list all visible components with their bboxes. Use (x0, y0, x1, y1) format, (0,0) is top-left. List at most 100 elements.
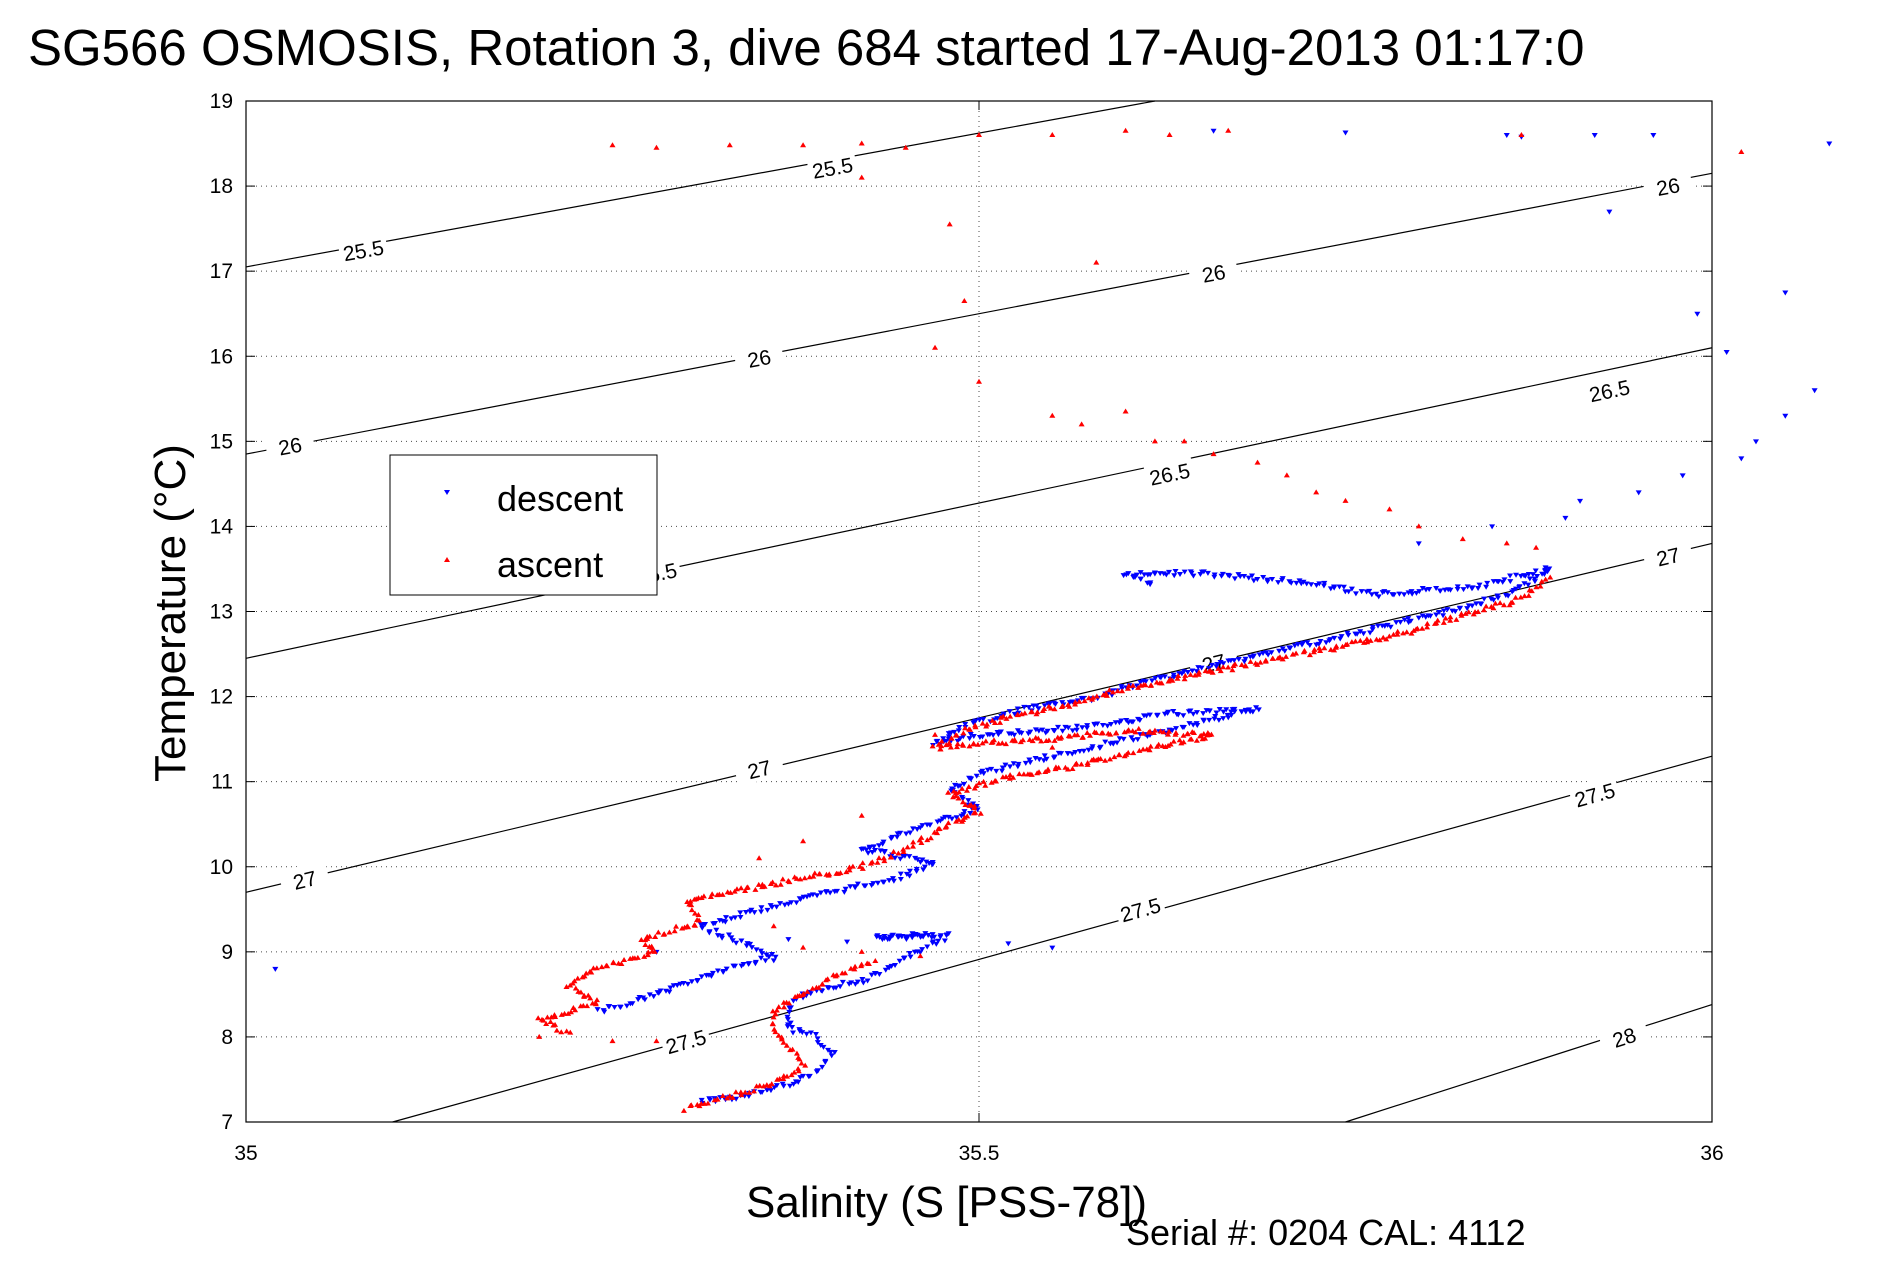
ascent-point (1174, 675, 1181, 681)
descent-point (1478, 601, 1485, 607)
descent-point (1483, 584, 1490, 590)
ascent-point (769, 879, 776, 885)
descent-point (903, 937, 910, 943)
descent-point (920, 934, 927, 940)
descent-point (839, 979, 846, 985)
ascent-point (959, 741, 966, 747)
ascent-point (1254, 459, 1261, 465)
descent-point (1490, 579, 1497, 585)
ascent-point (859, 865, 866, 871)
descent-point (1542, 565, 1549, 571)
y-axis-label: Temperature (°C) (146, 444, 195, 782)
ascent-point (1072, 699, 1079, 705)
ascent-point (583, 970, 590, 976)
ascent-point (1009, 737, 1016, 743)
ascent-point (1043, 737, 1050, 743)
descent-point (1507, 579, 1514, 585)
ascent-point (1064, 766, 1071, 772)
ascent-point (956, 789, 963, 795)
descent-point (1006, 731, 1013, 737)
descent-point (935, 938, 942, 944)
ascent-point (1202, 735, 1209, 741)
descent-point (753, 947, 760, 953)
ascent-point (1049, 132, 1056, 138)
ascent-point (714, 1096, 721, 1102)
descent-point (1197, 571, 1204, 577)
ascent-point (1167, 741, 1174, 747)
ascent-point (1097, 756, 1104, 762)
descent-point (1340, 584, 1347, 590)
descent-point (903, 831, 910, 837)
ascent-point (1164, 731, 1171, 737)
descent-point (1293, 580, 1300, 586)
ascent-point (993, 778, 1000, 784)
ascent-point (961, 297, 968, 303)
ascent-point (1333, 643, 1340, 649)
ascent-point (771, 1026, 778, 1032)
descent-point (1452, 609, 1459, 615)
descent-point (941, 938, 948, 944)
descent-point (993, 768, 1000, 774)
descent-point (1526, 576, 1533, 582)
descent-point (960, 812, 967, 818)
descent-point (1265, 652, 1272, 658)
descent-point (1198, 665, 1205, 671)
descent-point (1562, 515, 1569, 521)
descent-point (876, 843, 883, 849)
descent-point (1268, 650, 1275, 656)
descent-point (1193, 721, 1200, 727)
ascent-point (1121, 729, 1128, 735)
ascent-point (655, 929, 662, 935)
ascent-point (1501, 602, 1508, 608)
ascent-point (946, 221, 953, 227)
ascent-point (1146, 747, 1153, 753)
ascent-point (547, 1018, 554, 1024)
descent-point (1513, 572, 1520, 578)
ascent-point (572, 1007, 579, 1013)
ascent-point (1078, 761, 1085, 767)
descent-point (825, 985, 832, 991)
ascent-point (1165, 728, 1172, 734)
descent-point (758, 909, 765, 915)
legend-box (389, 454, 658, 596)
descent-point (800, 1073, 807, 1079)
ascent-point (1181, 438, 1188, 444)
descent-point (959, 794, 966, 800)
descent-point (819, 988, 826, 994)
ascent-point (567, 1009, 574, 1015)
descent-point (880, 839, 887, 845)
descent-point (732, 915, 739, 921)
ascent-point (1517, 594, 1524, 600)
ascent-point (1208, 731, 1215, 737)
descent-point (869, 850, 876, 856)
descent-point (1409, 591, 1416, 597)
descent-point (984, 767, 991, 773)
contour-label-text: 26 (1200, 261, 1227, 288)
contour-label-bg (1641, 537, 1695, 574)
descent-point (1464, 584, 1471, 590)
descent-point (746, 961, 753, 967)
ascent-point (726, 142, 733, 148)
contour-line (245, 100, 1156, 268)
descent-point (1444, 607, 1451, 613)
descent-point (1437, 588, 1444, 594)
ascent-point (1492, 600, 1499, 606)
descent-point (1422, 587, 1429, 593)
ascent-point (955, 795, 962, 801)
descent-point (1080, 748, 1087, 754)
ascent-point (800, 990, 807, 996)
descent-point (1140, 713, 1147, 719)
descent-point (1051, 754, 1058, 760)
descent-point (623, 1003, 630, 1009)
descent-point (924, 944, 931, 950)
descent-point (1190, 711, 1197, 717)
ascent-point (1331, 647, 1338, 653)
ascent-point (983, 721, 990, 727)
descent-point (1456, 606, 1463, 612)
ascent-point (1122, 408, 1129, 414)
contour-label-text: 26 (746, 346, 773, 373)
legend-descent-label: descent (497, 478, 623, 519)
ascent-point (1069, 765, 1076, 771)
descent-point (1079, 725, 1086, 731)
